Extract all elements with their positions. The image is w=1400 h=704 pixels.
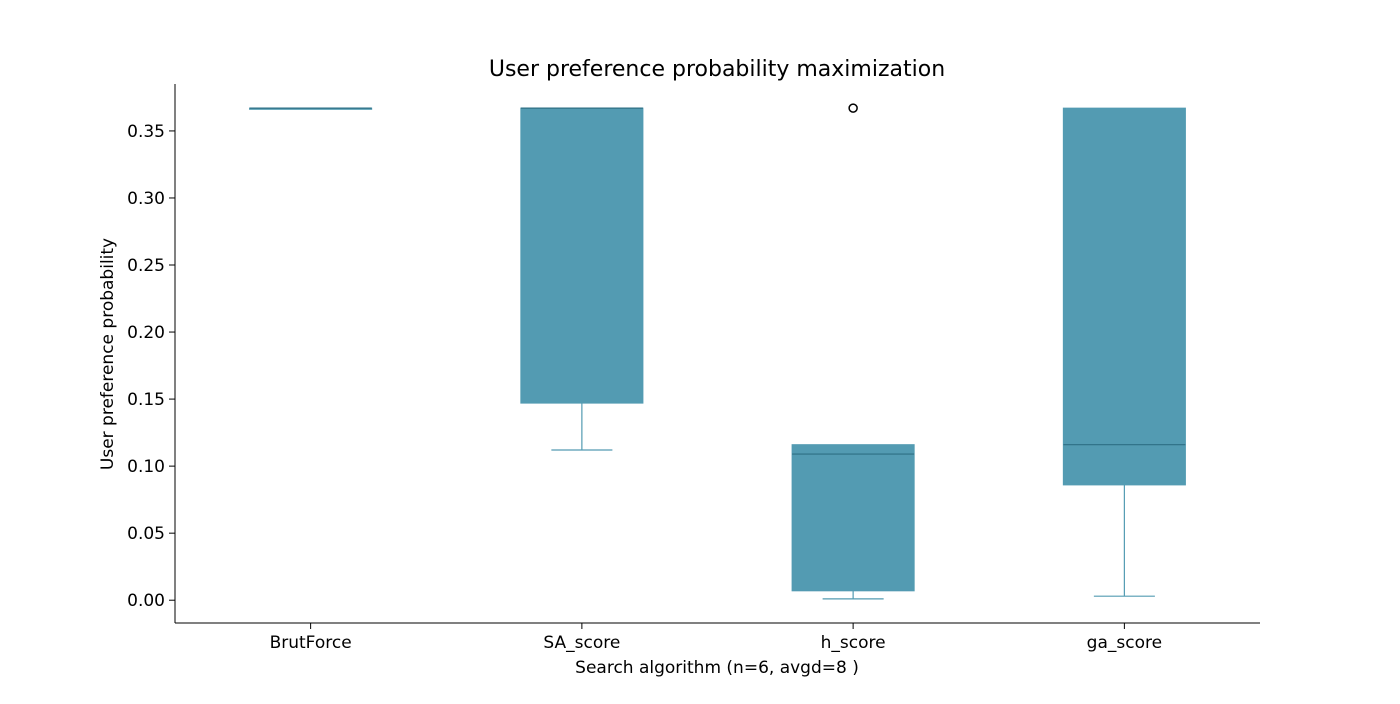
y-tick-label: 0.10 bbox=[127, 457, 165, 477]
box-iqr bbox=[1062, 107, 1186, 486]
x-tick-label: h_score bbox=[821, 633, 886, 653]
y-tick-label: 0.05 bbox=[127, 524, 165, 544]
outlier-point bbox=[848, 103, 858, 113]
box-group-brutforce bbox=[249, 107, 373, 110]
x-axis-title: Search algorithm (n=6, avgd=8 ) bbox=[575, 658, 859, 678]
y-tick-label: 0.15 bbox=[127, 390, 165, 410]
y-tick-label: 0.20 bbox=[127, 323, 165, 343]
x-axis-ticks: BrutForce SA_score h_score ga_score bbox=[270, 623, 1162, 653]
x-tick-label: BrutForce bbox=[270, 633, 352, 653]
box-iqr bbox=[791, 444, 915, 592]
box-group-h-score bbox=[791, 103, 915, 600]
box-group-sa-score bbox=[520, 107, 644, 451]
y-tick-label: 0.00 bbox=[127, 591, 165, 611]
y-tick-label: 0.25 bbox=[127, 256, 165, 276]
y-axis-ticks: 0.00 0.05 0.10 0.15 0.20 0.25 0.30 0.35 bbox=[127, 122, 175, 611]
y-tick-label: 0.30 bbox=[127, 189, 165, 209]
chart-title: User preference probability maximization bbox=[489, 57, 945, 82]
y-tick-label: 0.35 bbox=[127, 122, 165, 142]
y-axis-title: User preference probability bbox=[98, 238, 118, 470]
box-iqr bbox=[520, 107, 644, 404]
x-tick-label: SA_score bbox=[543, 633, 620, 653]
x-tick-label: ga_score bbox=[1087, 633, 1162, 653]
plot-area bbox=[249, 103, 1186, 600]
box-group-ga-score bbox=[1062, 107, 1186, 597]
